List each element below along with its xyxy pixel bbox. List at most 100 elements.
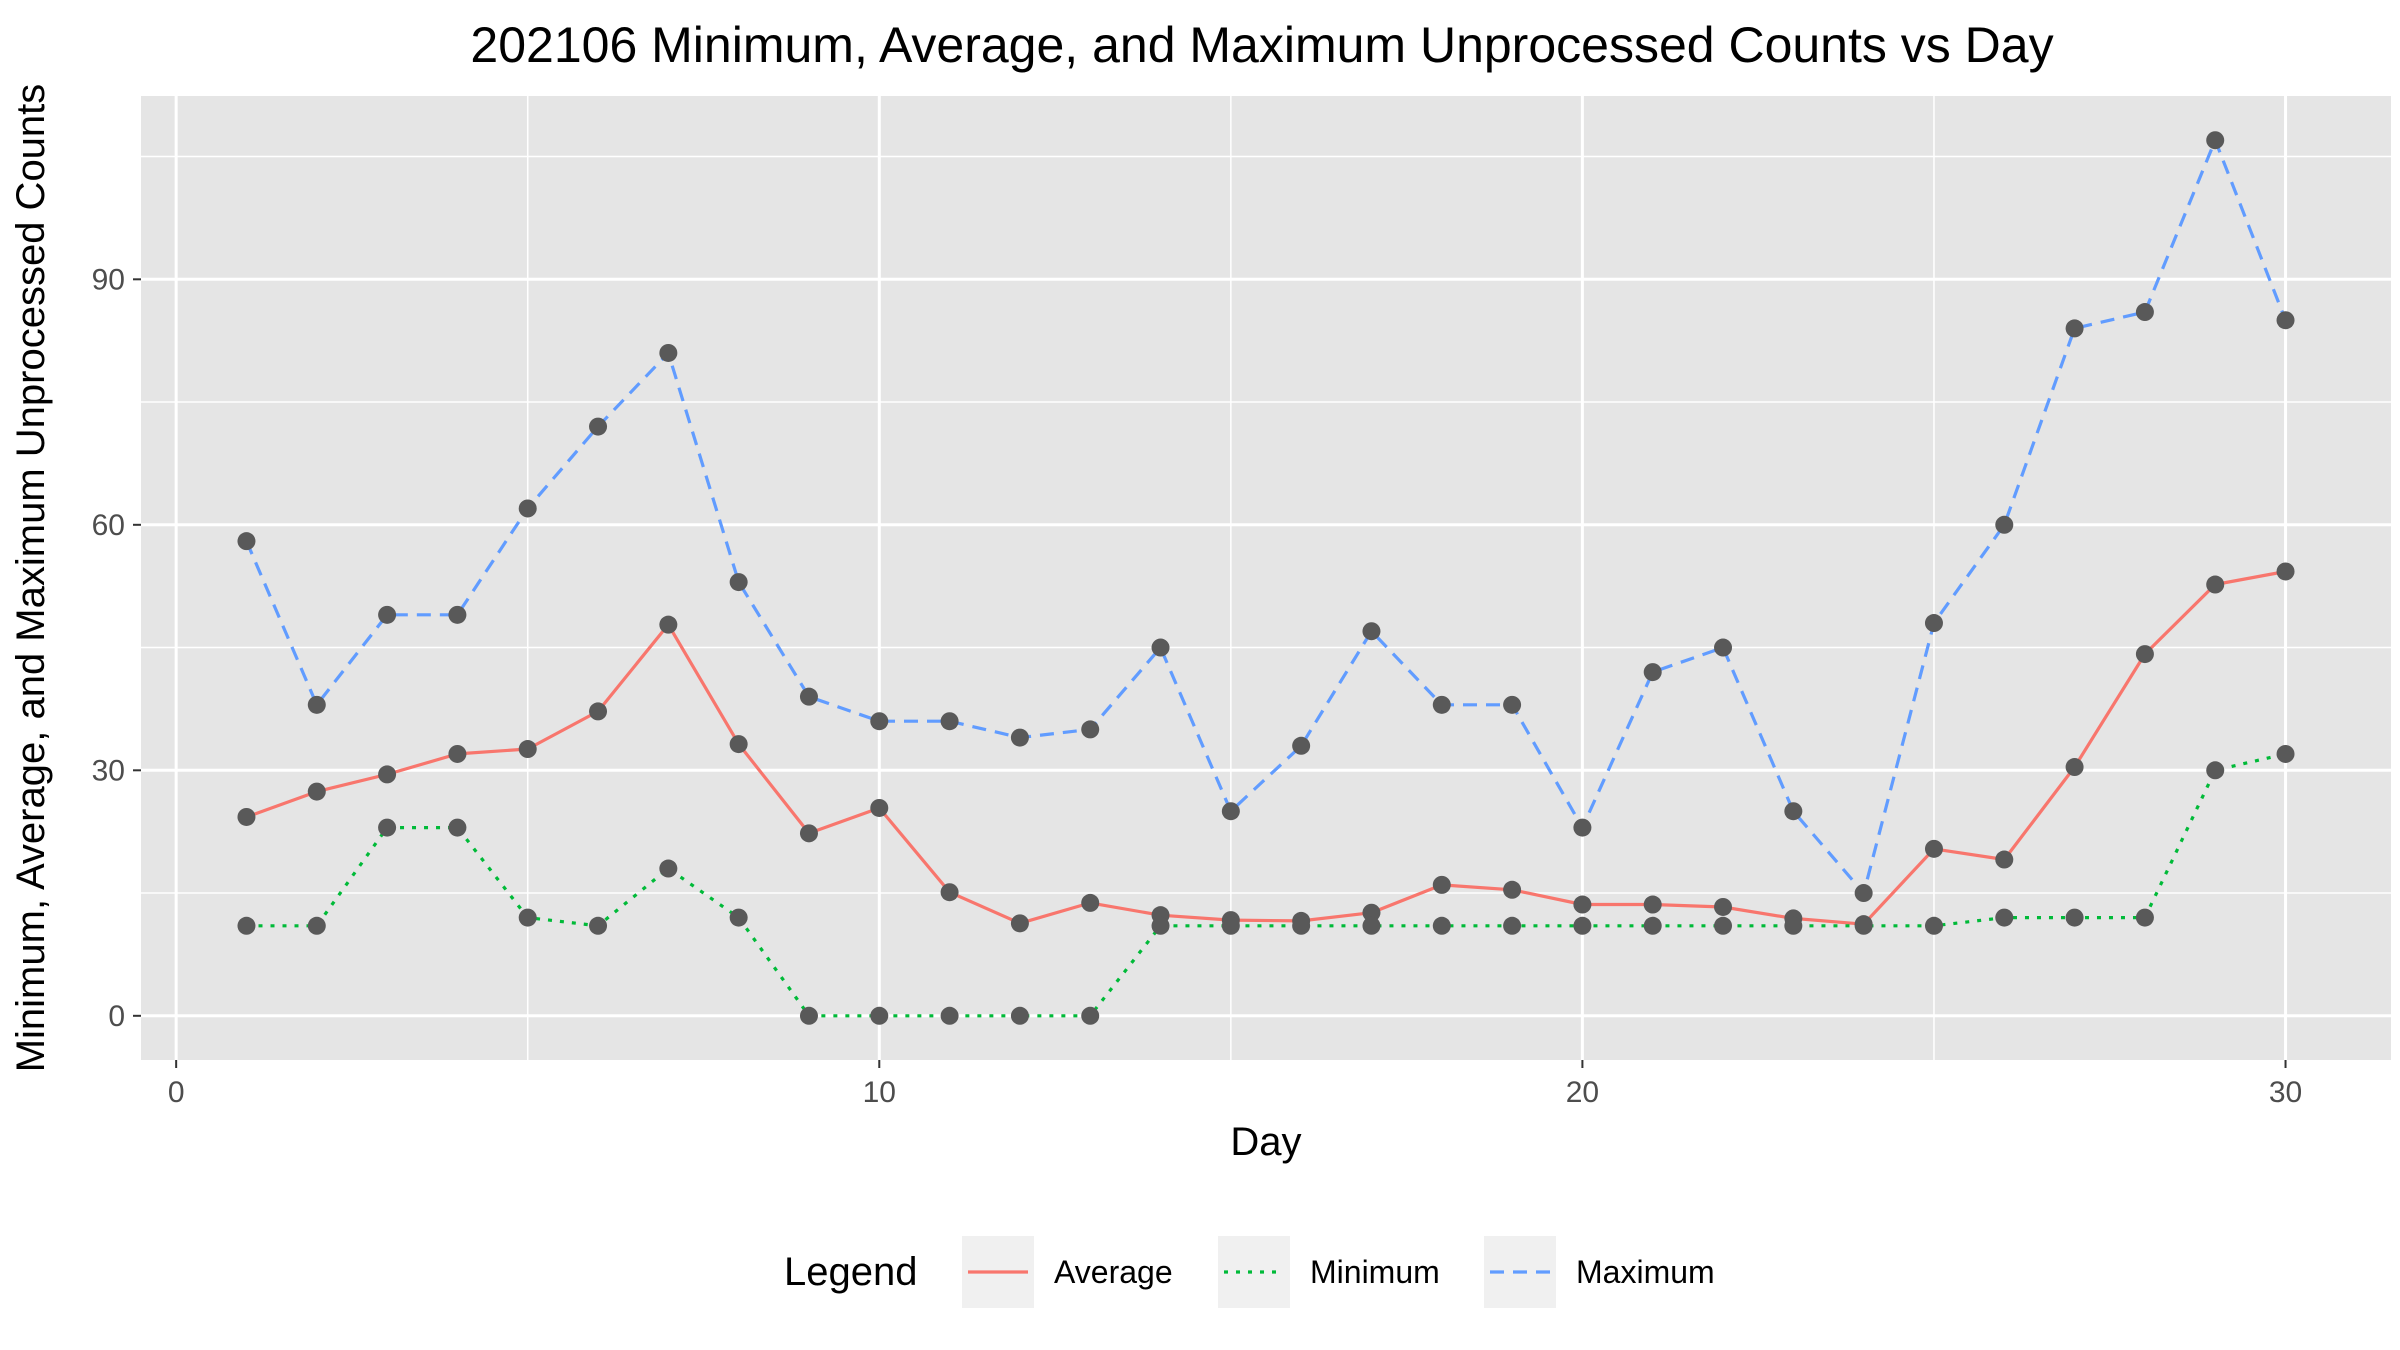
point-average [1010, 914, 1029, 933]
point-average [1081, 893, 1100, 912]
point-maximum [378, 605, 397, 624]
point-maximum [799, 687, 818, 706]
x-tick-label: 10 [863, 1076, 896, 1109]
point-maximum [2135, 303, 2154, 322]
point-maximum [2206, 131, 2225, 150]
point-minimum [1432, 916, 1451, 935]
point-minimum [1573, 916, 1592, 935]
point-minimum [799, 1006, 818, 1025]
legend-label-minimum: Minimum [1310, 1254, 1440, 1290]
point-maximum [1573, 818, 1592, 837]
point-maximum [1503, 695, 1522, 714]
series-line-minimum [246, 752, 2286, 1018]
point-average [1924, 839, 1943, 858]
point-minimum [2206, 761, 2225, 780]
point-maximum [589, 417, 608, 436]
point-maximum [1854, 884, 1873, 903]
point-minimum [1221, 916, 1240, 935]
plot-panel [141, 96, 2391, 1060]
point-minimum [2135, 908, 2154, 927]
point-minimum [1081, 1006, 1100, 1025]
point-minimum [1995, 908, 2014, 927]
point-maximum [1151, 638, 1170, 657]
data-points [237, 131, 2295, 1025]
point-maximum [1221, 802, 1240, 821]
legend-title: Legend [784, 1250, 917, 1294]
series-line-average [245, 569, 2286, 926]
y-axis-title: Minimum, Average, and Maximum Unprocesse… [9, 84, 53, 1073]
legend-label-maximum: Maximum [1576, 1254, 1715, 1290]
minor-grid [141, 96, 2391, 1060]
point-maximum [448, 605, 467, 624]
point-maximum [729, 573, 748, 592]
point-minimum [1784, 916, 1803, 935]
point-maximum [659, 343, 678, 362]
point-maximum [518, 499, 537, 518]
point-average [2135, 645, 2154, 664]
point-minimum [1714, 916, 1733, 935]
legend: Legend Average Minimum Maximum [784, 1236, 1715, 1308]
point-average [589, 702, 608, 721]
point-average [237, 807, 256, 826]
point-maximum [1292, 736, 1311, 755]
point-average [2276, 562, 2295, 581]
point-minimum [378, 818, 397, 837]
y-tick-label: 0 [108, 1000, 125, 1033]
x-tick-label: 20 [1566, 1076, 1599, 1109]
point-minimum [1292, 916, 1311, 935]
point-average [659, 615, 678, 634]
point-maximum [1643, 663, 1662, 682]
point-maximum [2065, 319, 2084, 338]
point-average [1995, 850, 2014, 869]
point-minimum [1010, 1006, 1029, 1025]
point-minimum [940, 1006, 959, 1025]
point-minimum [1643, 916, 1662, 935]
point-maximum [1010, 728, 1029, 747]
point-maximum [1432, 695, 1451, 714]
point-minimum [237, 916, 256, 935]
point-maximum [1362, 622, 1381, 641]
point-maximum [1995, 515, 2014, 534]
point-average [870, 798, 889, 817]
point-maximum [2276, 311, 2295, 330]
point-minimum [659, 859, 678, 878]
point-average [1643, 895, 1662, 914]
point-average [1714, 897, 1733, 916]
point-maximum [940, 712, 959, 731]
point-maximum [237, 532, 256, 551]
x-axis-ticks: 0 10 20 30 [168, 1060, 2302, 1109]
y-axis-ticks: 0 30 60 90 [92, 263, 141, 1033]
point-average [1573, 895, 1592, 914]
chart-title: 202106 Minimum, Average, and Maximum Unp… [470, 17, 2053, 73]
point-minimum [589, 916, 608, 935]
point-maximum [870, 712, 889, 731]
point-average [2206, 575, 2225, 594]
point-average [448, 744, 467, 763]
point-average [1432, 875, 1451, 894]
point-minimum [1924, 916, 1943, 935]
point-average [729, 735, 748, 754]
x-tick-label: 0 [168, 1076, 185, 1109]
y-tick-label: 60 [92, 509, 125, 542]
point-average [940, 883, 959, 902]
point-maximum [1081, 720, 1100, 739]
point-average [1503, 880, 1522, 899]
point-minimum [1151, 916, 1170, 935]
point-average [799, 824, 818, 843]
legend-label-average: Average [1054, 1254, 1173, 1290]
series-lines [245, 138, 2287, 1018]
point-minimum [1503, 916, 1522, 935]
y-tick-label: 30 [92, 754, 125, 787]
point-minimum [518, 908, 537, 927]
point-minimum [307, 916, 326, 935]
point-maximum [1784, 802, 1803, 821]
legend-key-minimum [1218, 1236, 1290, 1308]
point-minimum [2065, 908, 2084, 927]
point-minimum [448, 818, 467, 837]
point-minimum [870, 1006, 889, 1025]
point-minimum [1362, 916, 1381, 935]
point-maximum [307, 695, 326, 714]
x-tick-label: 30 [2269, 1076, 2302, 1109]
point-average [518, 740, 537, 759]
